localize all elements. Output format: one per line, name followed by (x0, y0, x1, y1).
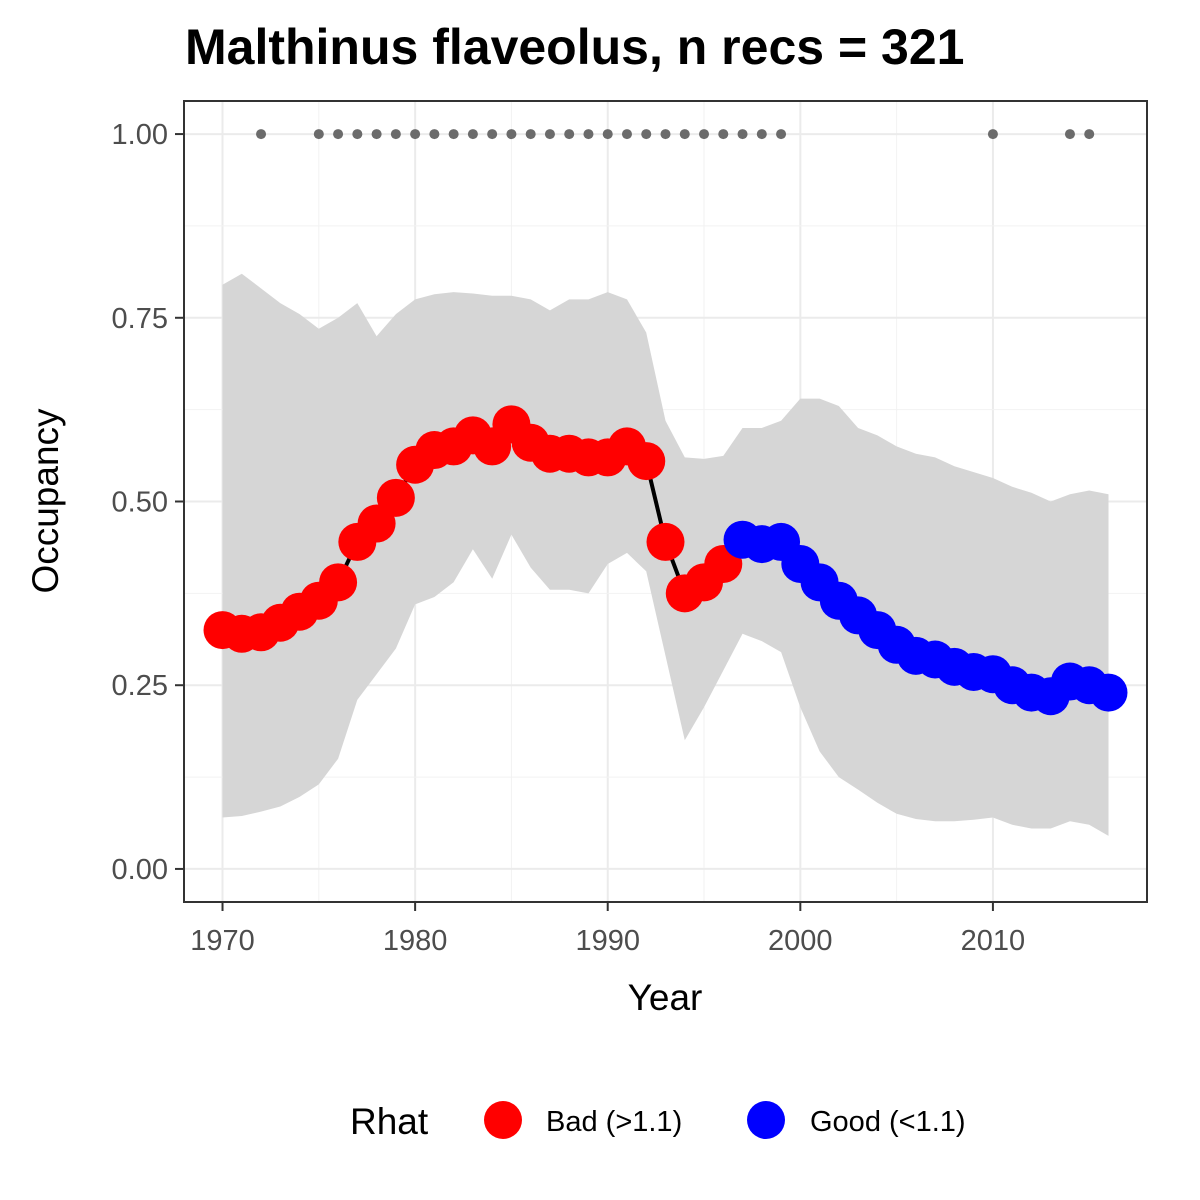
record-point (987, 129, 998, 140)
y-tick-label: 0.50 (112, 487, 168, 519)
record-points-layer (256, 129, 1095, 140)
y-tick-label: 1.00 (112, 119, 168, 151)
chart-title: Malthinus flaveolus, n recs = 321 (185, 19, 964, 75)
record-point (525, 129, 536, 140)
legend: Rhat Bad (>1.1) Good (<1.1) (350, 1101, 966, 1142)
occupancy-point-bad (319, 563, 358, 602)
record-point (602, 129, 613, 140)
record-point (621, 129, 632, 140)
record-point (660, 129, 671, 140)
record-point (352, 129, 363, 140)
record-point (313, 129, 324, 140)
x-tick-label: 1970 (190, 925, 255, 957)
y-axis-title: Occupancy (25, 408, 66, 594)
record-point (718, 129, 729, 140)
legend-key-bad (484, 1101, 522, 1139)
record-point (564, 129, 575, 140)
record-point (429, 129, 440, 140)
y-tick-label: 0.00 (112, 854, 168, 886)
record-point (448, 129, 459, 140)
record-point (583, 129, 594, 140)
record-point (641, 129, 652, 140)
record-point (1064, 129, 1075, 140)
y-tick-label: 0.75 (112, 303, 168, 335)
record-point (390, 129, 401, 140)
x-tick-label: 1990 (575, 925, 640, 957)
x-axis: 1970 1980 1990 2000 2010 (190, 902, 1025, 957)
x-tick-label: 2000 (768, 925, 833, 957)
record-point (544, 129, 555, 140)
record-point (776, 129, 787, 140)
record-point (699, 129, 710, 140)
record-point (410, 129, 421, 140)
occupancy-point-bad (627, 442, 666, 481)
record-point (506, 129, 517, 140)
y-axis: 0.00 0.25 0.50 0.75 1.00 (112, 119, 184, 886)
record-point (737, 129, 748, 140)
occupancy-point-bad (376, 478, 415, 517)
record-point (756, 129, 767, 140)
occupancy-point-good (1089, 673, 1128, 712)
record-point (333, 129, 344, 140)
x-tick-label: 1980 (383, 925, 448, 957)
occupancy-points-layer (203, 405, 1128, 716)
record-point (256, 129, 267, 140)
record-point (467, 129, 478, 140)
x-axis-title: Year (628, 977, 703, 1018)
legend-label-bad: Bad (>1.1) (546, 1106, 682, 1138)
legend-key-good (747, 1101, 785, 1139)
legend-title: Rhat (350, 1101, 429, 1142)
record-point (1084, 129, 1095, 140)
record-point (487, 129, 498, 140)
y-tick-label: 0.25 (112, 670, 168, 702)
record-point (679, 129, 690, 140)
legend-label-good: Good (<1.1) (810, 1106, 966, 1138)
x-tick-label: 2010 (961, 925, 1026, 957)
plot-panel (183, 100, 1148, 903)
record-point (371, 129, 382, 140)
occupancy-point-bad (646, 522, 685, 561)
